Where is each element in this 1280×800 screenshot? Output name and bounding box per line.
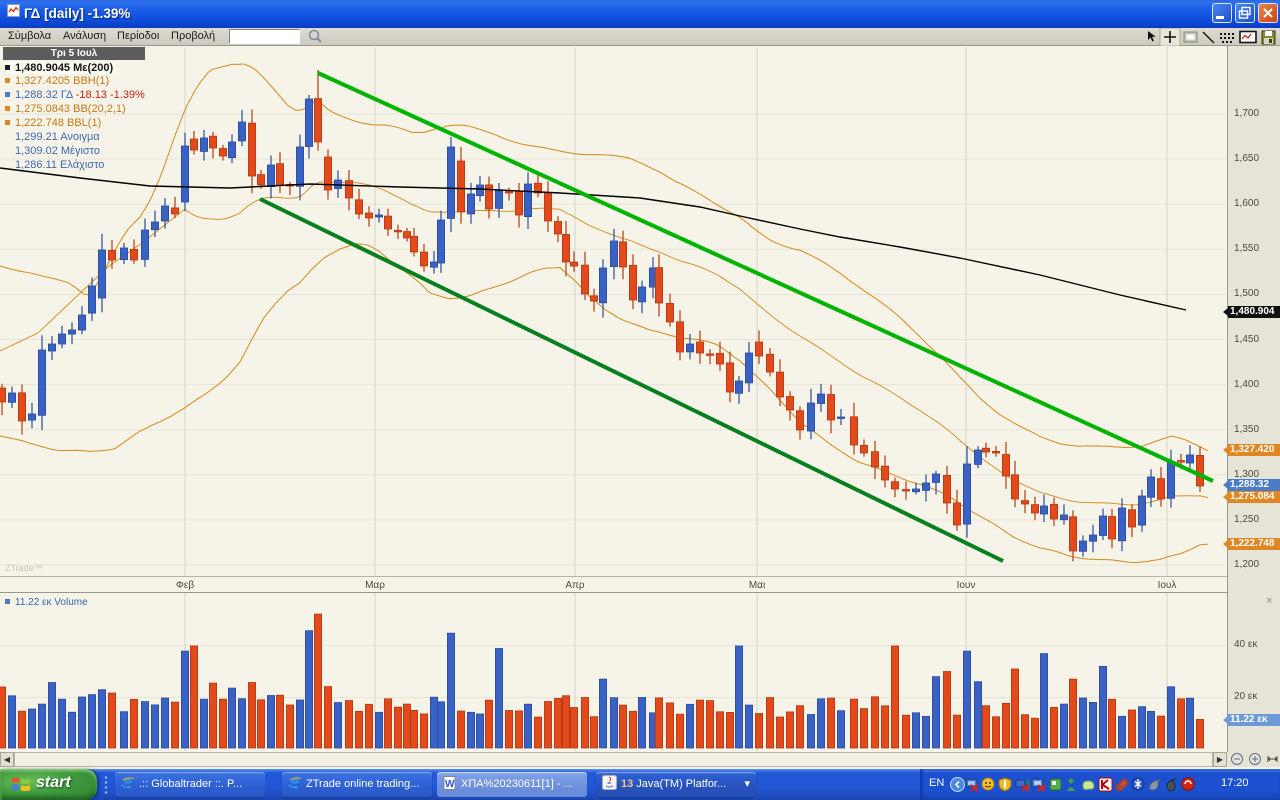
svg-text:W: W — [445, 779, 455, 790]
